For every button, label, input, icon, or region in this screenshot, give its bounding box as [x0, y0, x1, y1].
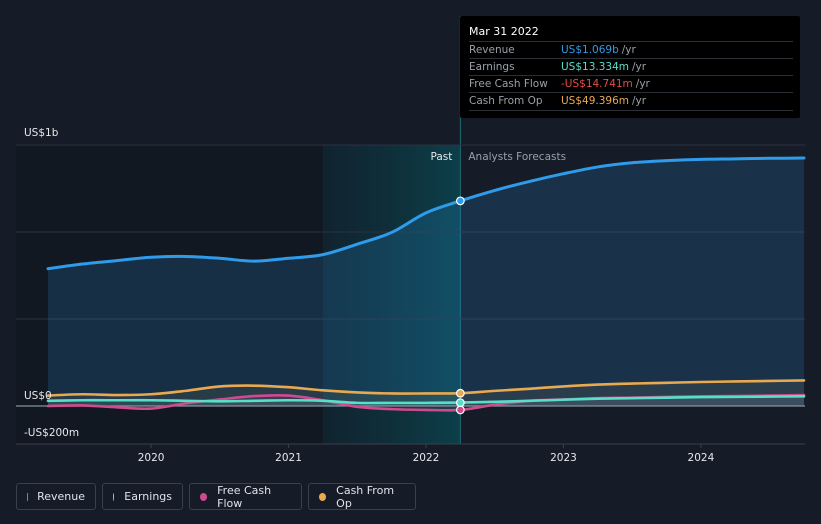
series-point-cash-from-op [455, 388, 465, 398]
tooltip-row-earnings: Earnings US$13.334m/yr [469, 58, 793, 76]
tooltip-label: Cash From Op [469, 95, 543, 107]
tooltip-label: Free Cash Flow [469, 78, 548, 90]
series-point-revenue [455, 196, 465, 206]
series-area-revenue [48, 158, 804, 406]
tooltip-label: Revenue [469, 44, 515, 56]
legend-dot-icon [319, 492, 327, 501]
series-point-earnings [455, 398, 465, 408]
series-line-revenue [46, 156, 806, 271]
legend: Revenue Earnings Free Cash Flow Cash Fro… [16, 483, 416, 510]
series-point-free-cash-flow [455, 405, 465, 415]
legend-item-cash-from-op[interactable]: Cash From Op [308, 483, 416, 510]
y-tick-label: -US$200m [24, 427, 79, 439]
series-line-earnings [46, 395, 806, 405]
tooltip-row-cfo: Cash From Op US$49.396m/yr [469, 92, 793, 111]
legend-dot-icon [200, 492, 208, 501]
x-tick-label: 2020 [138, 452, 165, 464]
series-line-cash-from-op [46, 379, 806, 397]
tooltip-value: US$49.396m/yr [561, 95, 647, 107]
legend-item-revenue[interactable]: Revenue [16, 483, 96, 510]
tooltip-row-revenue: Revenue US$1.069b/yr [469, 41, 793, 59]
y-tick-label: US$1b [24, 127, 59, 139]
legend-item-free-cash-flow[interactable]: Free Cash Flow [189, 483, 302, 510]
x-tick-label: 2024 [688, 452, 715, 464]
tooltip: Mar 31 2022 Revenue US$1.069b/yr Earning… [460, 16, 800, 118]
tooltip-value: US$13.334m/yr [561, 61, 647, 73]
tooltip-date: Mar 31 2022 [469, 25, 539, 38]
tooltip-value: -US$14.741m/yr [561, 78, 650, 90]
gridlines [16, 144, 805, 445]
y-tick-label: US$0 [24, 390, 52, 402]
past-label: Past [430, 151, 452, 163]
x-tick-label: 2023 [550, 452, 577, 464]
tooltip-label: Earnings [469, 61, 515, 73]
legend-dot-icon [113, 492, 115, 501]
tooltip-row-fcf: Free Cash Flow -US$14.741m/yr [469, 75, 793, 93]
forecast-label: Analysts Forecasts [468, 151, 566, 163]
x-tick-label: 2022 [413, 452, 440, 464]
tooltip-value: US$1.069b/yr [561, 44, 636, 56]
legend-item-earnings[interactable]: Earnings [102, 483, 183, 510]
x-tick-label: 2021 [275, 452, 302, 464]
